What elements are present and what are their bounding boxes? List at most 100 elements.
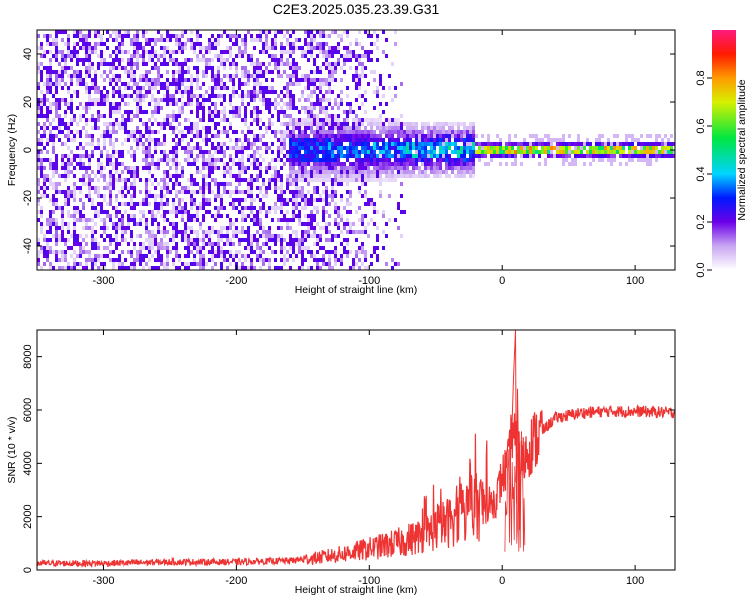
spectrogram-cell — [349, 230, 352, 234]
spectrogram-cell — [55, 114, 58, 118]
spectrogram-cell — [172, 158, 175, 162]
spectrogram-cell — [418, 142, 421, 146]
spectrogram-cell — [367, 222, 370, 226]
spectrogram-cell — [46, 66, 49, 70]
spectrogram-cell — [316, 142, 319, 146]
spectrogram-cell — [334, 114, 337, 118]
spectrogram-cell — [403, 142, 406, 146]
spectrogram-cell — [298, 266, 301, 270]
spectrogram-cell — [274, 170, 277, 174]
spectrogram-cell — [301, 106, 304, 110]
spectrogram-cell — [352, 222, 355, 226]
spectrogram-cell — [649, 142, 652, 146]
spectrogram-cell — [163, 262, 166, 266]
spectrogram-cell — [346, 190, 349, 194]
spectrogram-cell — [214, 254, 217, 258]
spectrogram-cell — [121, 250, 124, 254]
spectrogram-cell — [292, 198, 295, 202]
spectrogram-cell — [127, 130, 130, 134]
spectrogram-cell — [256, 34, 259, 38]
spectrogram-cell — [103, 174, 106, 178]
spectrogram-cell — [106, 46, 109, 50]
spectrogram-cell — [307, 74, 310, 78]
spectrogram-cell — [235, 154, 238, 158]
spectrogram-cell — [103, 226, 106, 230]
spectrogram-cell — [160, 178, 163, 182]
spectrogram-cell — [226, 234, 229, 238]
spectrogram-cell — [178, 206, 181, 210]
spectrogram-cell — [253, 178, 256, 182]
spectrogram-cell — [289, 154, 292, 158]
spectrogram-cell — [340, 214, 343, 218]
spectrogram-cell — [571, 142, 574, 146]
spectrogram-cell — [289, 134, 292, 138]
spectrogram-cell — [265, 238, 268, 242]
spectrogram-cell — [169, 38, 172, 42]
spectrogram-cell — [106, 94, 109, 98]
spectrogram-cell — [256, 38, 259, 42]
spectrogram-cell — [64, 166, 67, 170]
spectrogram-cell — [373, 246, 376, 250]
spectrogram-cell — [406, 162, 409, 166]
spectrogram-cell — [346, 170, 349, 174]
spectrogram-cell — [382, 154, 385, 158]
spectrogram-cell — [442, 134, 445, 138]
spectrogram-cell — [145, 90, 148, 94]
spectrogram-cell — [262, 90, 265, 94]
spectrogram-cell — [199, 94, 202, 98]
spectrogram-cell — [259, 110, 262, 114]
spectrogram-cell — [145, 246, 148, 250]
spectrogram-cell — [223, 50, 226, 54]
spectrogram-cell — [178, 38, 181, 42]
spectrogram-cell — [289, 74, 292, 78]
spectrogram-cell — [64, 254, 67, 258]
spectrogram-cell — [388, 170, 391, 174]
spectrogram-cell — [565, 146, 568, 150]
spectrogram-cell — [247, 58, 250, 62]
spectrogram-cell — [355, 70, 358, 74]
spectrogram-cell — [160, 126, 163, 130]
spectrogram-cell — [142, 146, 145, 150]
spectrogram-cell — [136, 170, 139, 174]
spectrogram-cell — [67, 190, 70, 194]
spectrogram-cell — [463, 126, 466, 130]
spectrogram-cell — [178, 266, 181, 270]
spectrogram-cell — [148, 134, 151, 138]
spectrogram-cell — [331, 118, 334, 122]
spectrogram-cell — [322, 94, 325, 98]
spectrogram-cell — [247, 154, 250, 158]
spectrogram-cell — [247, 142, 250, 146]
spectrogram-cell — [271, 174, 274, 178]
spectrogram-cell — [145, 130, 148, 134]
spectrogram-cell — [646, 134, 649, 138]
spectrogram-cell — [268, 258, 271, 262]
spectrogram-cell — [289, 166, 292, 170]
spectrogram-cell — [124, 230, 127, 234]
spectrogram-cell — [52, 166, 55, 170]
spectrogram-cell — [346, 218, 349, 222]
spectrogram-cell — [334, 62, 337, 66]
spectrogram-cell — [169, 94, 172, 98]
spectrogram-cell — [88, 94, 91, 98]
spectrogram-cell — [40, 114, 43, 118]
spectrogram-cell — [103, 78, 106, 82]
spectrogram-cell — [334, 122, 337, 126]
spectrogram-cell — [526, 142, 529, 146]
spectrogram-cell — [97, 158, 100, 162]
spectrogram-cell — [247, 102, 250, 106]
spectrogram-cell — [328, 122, 331, 126]
spectrogram-cell — [166, 186, 169, 190]
spectrogram-cell — [448, 154, 451, 158]
spectrogram-cell — [37, 34, 40, 38]
spectrogram-cell — [127, 58, 130, 62]
spectrogram-cell — [292, 206, 295, 210]
spectrogram-cell — [457, 134, 460, 138]
spectrogram-cell — [133, 246, 136, 250]
snr-background — [37, 330, 675, 570]
spectrogram-cell — [565, 150, 568, 154]
spectrogram-cell — [88, 46, 91, 50]
spectrogram-cell — [157, 202, 160, 206]
spectrogram-cell — [388, 118, 391, 122]
spectrogram-cell — [49, 82, 52, 86]
spectrogram-cell — [136, 30, 139, 34]
